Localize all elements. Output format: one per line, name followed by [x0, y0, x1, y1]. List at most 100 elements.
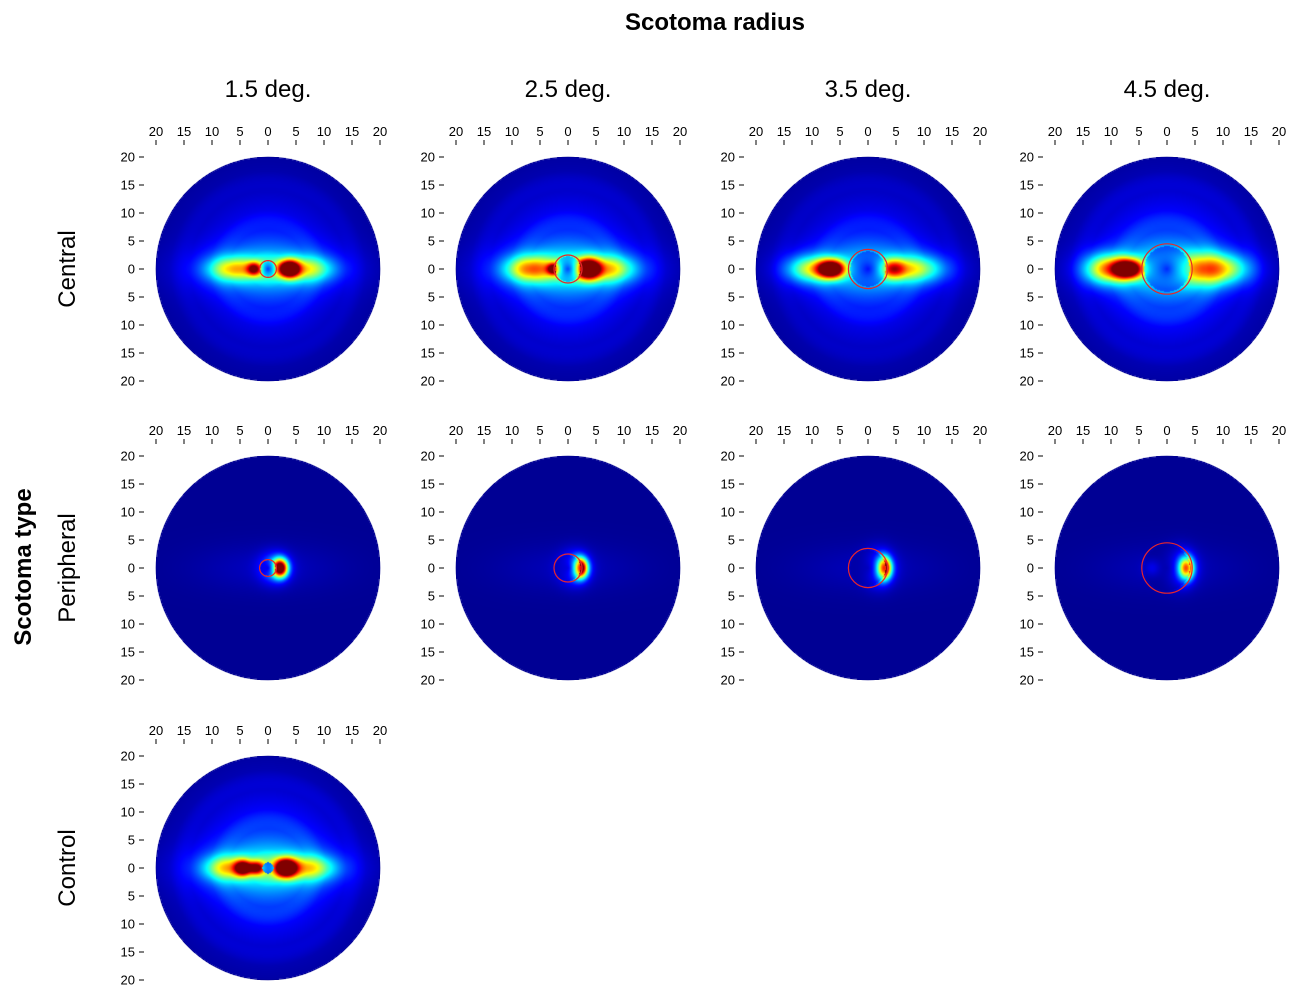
field-boundary [455, 156, 681, 382]
x-tick-label: 5 [292, 423, 299, 438]
x-tick-label: 10 [1216, 124, 1230, 139]
x-tick-label: 15 [477, 124, 491, 139]
scotoma-outline [259, 558, 278, 577]
x-tick-label: 0 [864, 423, 871, 438]
y-tick-label: 10 [1020, 318, 1034, 333]
y-tick-label: 5 [728, 533, 735, 548]
y-tick-label: 15 [421, 645, 435, 660]
y-tick-label: 5 [128, 290, 135, 305]
y-tick-label: 10 [121, 505, 135, 520]
x-tick-label: 15 [345, 723, 359, 738]
heatmap-image [156, 756, 380, 980]
x-tick-label: 5 [592, 124, 599, 139]
x-tick-label: 5 [1135, 423, 1142, 438]
x-tick-label: 0 [264, 124, 271, 139]
y-tick-label: 10 [1020, 617, 1034, 632]
y-tick-label: 20 [721, 673, 735, 688]
field-boundary [755, 156, 981, 382]
y-tick-label: 5 [1027, 533, 1034, 548]
x-tick-label: 10 [205, 124, 219, 139]
scotoma-outline [847, 547, 889, 589]
x-tick-label: 0 [1163, 423, 1170, 438]
x-tick-label: 20 [149, 124, 163, 139]
row-label: Central [54, 230, 81, 307]
y-tick-label: 0 [728, 561, 735, 576]
x-tick-label: 15 [345, 423, 359, 438]
x-tick-label: 15 [177, 124, 191, 139]
x-tick-label: 15 [345, 124, 359, 139]
y-tick-label: 20 [721, 449, 735, 464]
y-tick-label: 5 [128, 533, 135, 548]
y-tick-label: 10 [421, 505, 435, 520]
y-tick-label: 0 [728, 262, 735, 277]
y-tick-label: 0 [1027, 561, 1034, 576]
x-tick-label: 20 [973, 423, 987, 438]
y-tick-label: 15 [721, 178, 735, 193]
y-tick-label: 20 [721, 150, 735, 165]
scotoma-outline [1141, 243, 1193, 295]
y-tick-label: 15 [121, 645, 135, 660]
y-tick-label: 20 [1020, 673, 1034, 688]
y-tick-label: 10 [421, 206, 435, 221]
x-tick-label: 15 [945, 423, 959, 438]
heatmap-image [1055, 456, 1279, 680]
x-tick-label: 15 [1076, 124, 1090, 139]
x-tick-label: 20 [449, 423, 463, 438]
x-tick-label: 5 [292, 124, 299, 139]
panel: 20 15 10 5 0 5 10 15 20 20 15 10 5 0 5 10 15 20 [421, 423, 688, 688]
x-tick-label: 10 [317, 423, 331, 438]
y-tick-label: 15 [121, 346, 135, 361]
y-tick-label: 5 [728, 589, 735, 604]
y-tick-label: 10 [721, 206, 735, 221]
y-tick-label: 10 [121, 617, 135, 632]
y-tick-label: 10 [1020, 206, 1034, 221]
x-tick-label: 15 [777, 124, 791, 139]
y-tick-label: 0 [1027, 262, 1034, 277]
x-tick-label: 5 [892, 124, 899, 139]
y-tick-label: 5 [1027, 589, 1034, 604]
x-tick-label: 5 [1135, 124, 1142, 139]
scotoma-outline [847, 248, 889, 290]
y-tick-label: 5 [428, 589, 435, 604]
heatmap-image [156, 157, 380, 381]
x-tick-label: 0 [264, 423, 271, 438]
field-boundary [1054, 156, 1280, 382]
x-tick-label: 15 [945, 124, 959, 139]
y-tick-label: 0 [128, 262, 135, 277]
x-tick-label: 10 [805, 124, 819, 139]
field-boundary [155, 156, 381, 382]
y-tick-label: 15 [721, 346, 735, 361]
x-tick-label: 20 [373, 124, 387, 139]
x-tick-label: 10 [1104, 124, 1118, 139]
y-tick-label: 15 [121, 477, 135, 492]
y-tick-label: 10 [721, 617, 735, 632]
y-tick-label: 5 [128, 889, 135, 904]
scotoma-outline [259, 260, 278, 279]
x-tick-label: 15 [1076, 423, 1090, 438]
y-tick-label: 20 [1020, 150, 1034, 165]
x-tick-label: 15 [477, 423, 491, 438]
y-tick-label: 20 [121, 150, 135, 165]
x-tick-label: 20 [1272, 423, 1286, 438]
scotoma-outline [553, 254, 583, 284]
y-tick-label: 5 [428, 290, 435, 305]
x-tick-label: 5 [536, 124, 543, 139]
heatmap-image [756, 157, 980, 381]
y-tick-label: 15 [121, 777, 135, 792]
y-tick-label: 0 [128, 861, 135, 876]
panel-grid: 1.5 deg. 2.5 deg. 3.5 deg. 4.5 deg. Central P… [54, 76, 1286, 988]
x-tick-label: 20 [673, 423, 687, 438]
x-tick-label: 20 [1048, 124, 1062, 139]
x-tick-label: 0 [264, 723, 271, 738]
y-tick-label: 20 [121, 973, 135, 988]
y-tick-label: 5 [428, 533, 435, 548]
y-tick-label: 5 [128, 234, 135, 249]
y-tick-label: 0 [128, 561, 135, 576]
x-tick-label: 5 [892, 423, 899, 438]
y-tick-label: 10 [121, 805, 135, 820]
x-tick-label: 5 [836, 423, 843, 438]
x-tick-label: 5 [236, 124, 243, 139]
x-tick-label: 10 [617, 423, 631, 438]
field-boundary [455, 455, 681, 681]
field-boundary [155, 755, 381, 981]
